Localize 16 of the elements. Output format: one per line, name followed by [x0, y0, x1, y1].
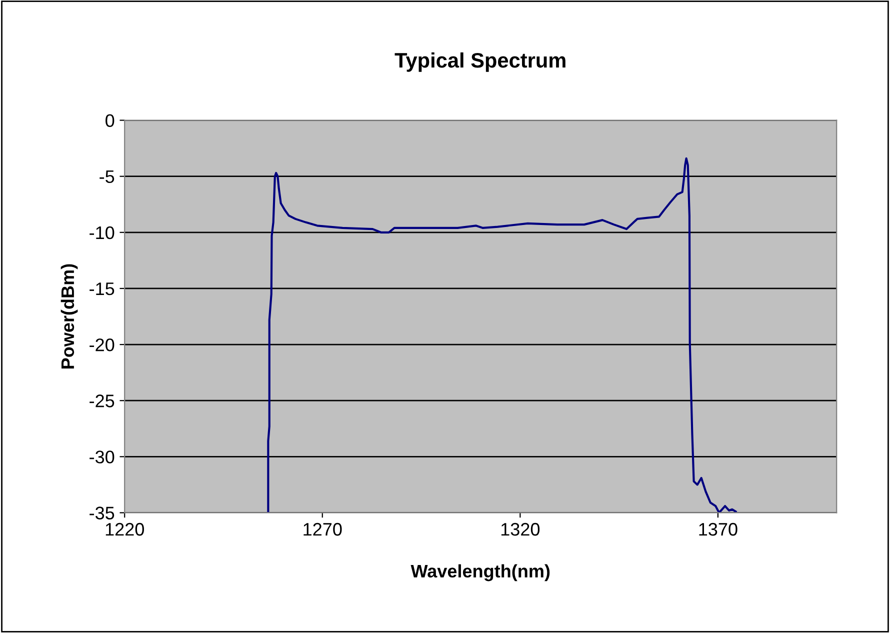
x-axis-title: Wavelength(nm) — [410, 564, 550, 582]
y-tick-label: -30 — [90, 450, 114, 464]
y-axis-title: Power(dBm) — [60, 264, 78, 368]
x-tick-label: 1220 — [106, 522, 144, 536]
chart-title: Typical Spectrum — [394, 52, 566, 72]
y-tick-label: -20 — [90, 338, 114, 352]
y-tick-label: -5 — [100, 170, 114, 184]
x-tick-label: 1320 — [501, 522, 540, 536]
line-series — [267, 157, 737, 513]
y-tick-label: -35 — [90, 506, 114, 520]
y-tick-label: 0 — [106, 114, 114, 127]
y-tick-label: -10 — [90, 226, 114, 240]
x-tick-label: 1370 — [699, 522, 738, 536]
x-tick-label: 1270 — [304, 522, 342, 536]
y-tick-label: -25 — [90, 394, 114, 408]
y-tick-label: -15 — [90, 282, 114, 296]
